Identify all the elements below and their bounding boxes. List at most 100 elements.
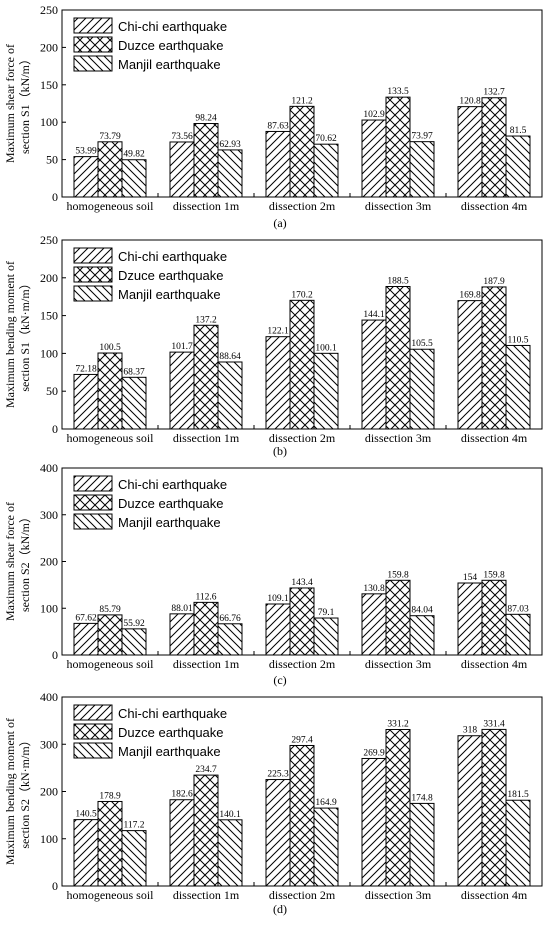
legend-swatch [73,17,113,34]
y-axis-title-line: Maximum shear force of [3,502,17,621]
bar [289,299,315,430]
bar-value-label: 100.1 [315,343,337,353]
bar [169,613,195,656]
x-category-label: homogeneous soil [67,199,155,213]
bar-value-label: 181.5 [507,790,529,800]
y-tick-label: 150 [40,78,58,92]
bar-value-label: 73.56 [171,132,193,142]
bar-value-label: 132.7 [483,88,505,98]
bar-value-label: 53.99 [75,147,97,157]
bar [313,807,339,887]
x-category-label: dissection 1m [173,199,240,213]
bar [193,774,219,887]
bar-value-label: 112.6 [195,592,216,602]
bar [313,352,339,430]
bar-value-label: 66.76 [219,614,241,624]
bar-value-label: 154 [463,573,478,583]
y-tick-label: 200 [40,555,58,569]
legend-swatch [73,247,113,264]
bar [385,729,411,887]
bar-value-label: 88.01 [171,604,193,614]
y-tick-label: 300 [40,737,58,751]
bar [289,587,315,656]
bar-value-label: 110.5 [507,335,528,345]
bar [97,800,123,887]
bar [361,119,387,198]
bar-value-label: 73.79 [99,132,121,142]
bar-value-label: 159.8 [483,570,505,580]
legend-label: Chi-chi earthquake [118,477,227,492]
y-tick-label: 300 [40,508,58,522]
legend-label: Duzce earthquake [118,496,224,511]
y-axis-title-line: section S1（kN·m/m） [18,277,32,391]
bar [217,149,243,198]
x-category-label: homogeneous soil [67,888,155,902]
bar-value-label: 159.8 [387,570,409,580]
y-tick-label: 200 [40,271,58,285]
y-tick-label: 0 [52,422,58,436]
y-axis-title-line: section S1（kN/m） [18,53,32,154]
bar [97,614,123,656]
bar [73,373,99,430]
bar-value-label: 188.5 [387,276,409,286]
legend-swatch [73,266,113,283]
y-tick-label: 200 [40,785,58,799]
legend-label: Dzuce earthquake [118,268,224,283]
x-category-label: homogeneous soil [67,657,155,671]
y-tick-label: 200 [40,40,58,54]
legend-label: Chi-chi earthquake [118,249,227,264]
bar-value-label: 49.82 [123,150,145,160]
chart-panel-2: 0 50 100 150 200 250 Maximum bending moment of… [3,233,543,458]
y-tick-label: 100 [40,115,58,129]
bar [457,735,483,887]
bar-value-label: 120.8 [459,97,481,107]
bar [481,728,507,887]
x-category-label: dissection 2m [269,888,336,902]
bar-value-label: 178.9 [99,791,121,801]
x-category-label: dissection 4m [461,431,528,445]
bar [193,601,219,656]
x-category-label: dissection 3m [365,657,432,671]
bar [505,344,531,430]
bar-value-label: 133.5 [387,87,409,97]
bar-value-label: 70.62 [315,134,337,144]
bar [97,352,123,430]
x-category-label: dissection 2m [269,199,336,213]
bar-value-label: 117.2 [123,821,144,831]
x-category-label: dissection 3m [365,199,432,213]
bar-value-label: 331.2 [387,720,409,730]
bar-value-label: 72.18 [75,364,97,374]
bar-value-label: 225.3 [267,770,289,780]
bar [289,744,315,887]
legend-swatch [73,494,113,511]
bar-value-label: 79.1 [318,608,335,618]
panel-label: (a) [273,216,286,230]
y-axis-title-line: Maximum shear force of [3,44,17,163]
y-tick-label: 0 [52,879,58,893]
bar [289,105,315,198]
bar-value-label: 269.9 [363,748,385,758]
legend-swatch [73,285,113,302]
y-tick-label: 50 [46,153,58,167]
bar [73,156,99,198]
bar-value-label: 87.63 [267,121,289,131]
bar [409,615,435,656]
bar-value-label: 100.5 [99,343,121,353]
legend-label: Manjil earthquake [118,744,221,759]
bar [481,97,507,198]
bar-value-label: 140.1 [219,810,241,820]
panel-label: (d) [273,902,287,916]
legend-swatch [73,723,113,740]
bar [169,351,195,430]
bar-value-label: 297.4 [291,735,313,745]
bar [265,130,291,198]
x-category-label: dissection 4m [461,657,528,671]
bar [73,819,99,887]
x-category-label: dissection 3m [365,888,432,902]
y-tick-label: 100 [40,346,58,360]
panel-label: (b) [273,444,287,458]
bar [193,123,219,198]
bar [121,830,147,887]
bar [169,799,195,887]
